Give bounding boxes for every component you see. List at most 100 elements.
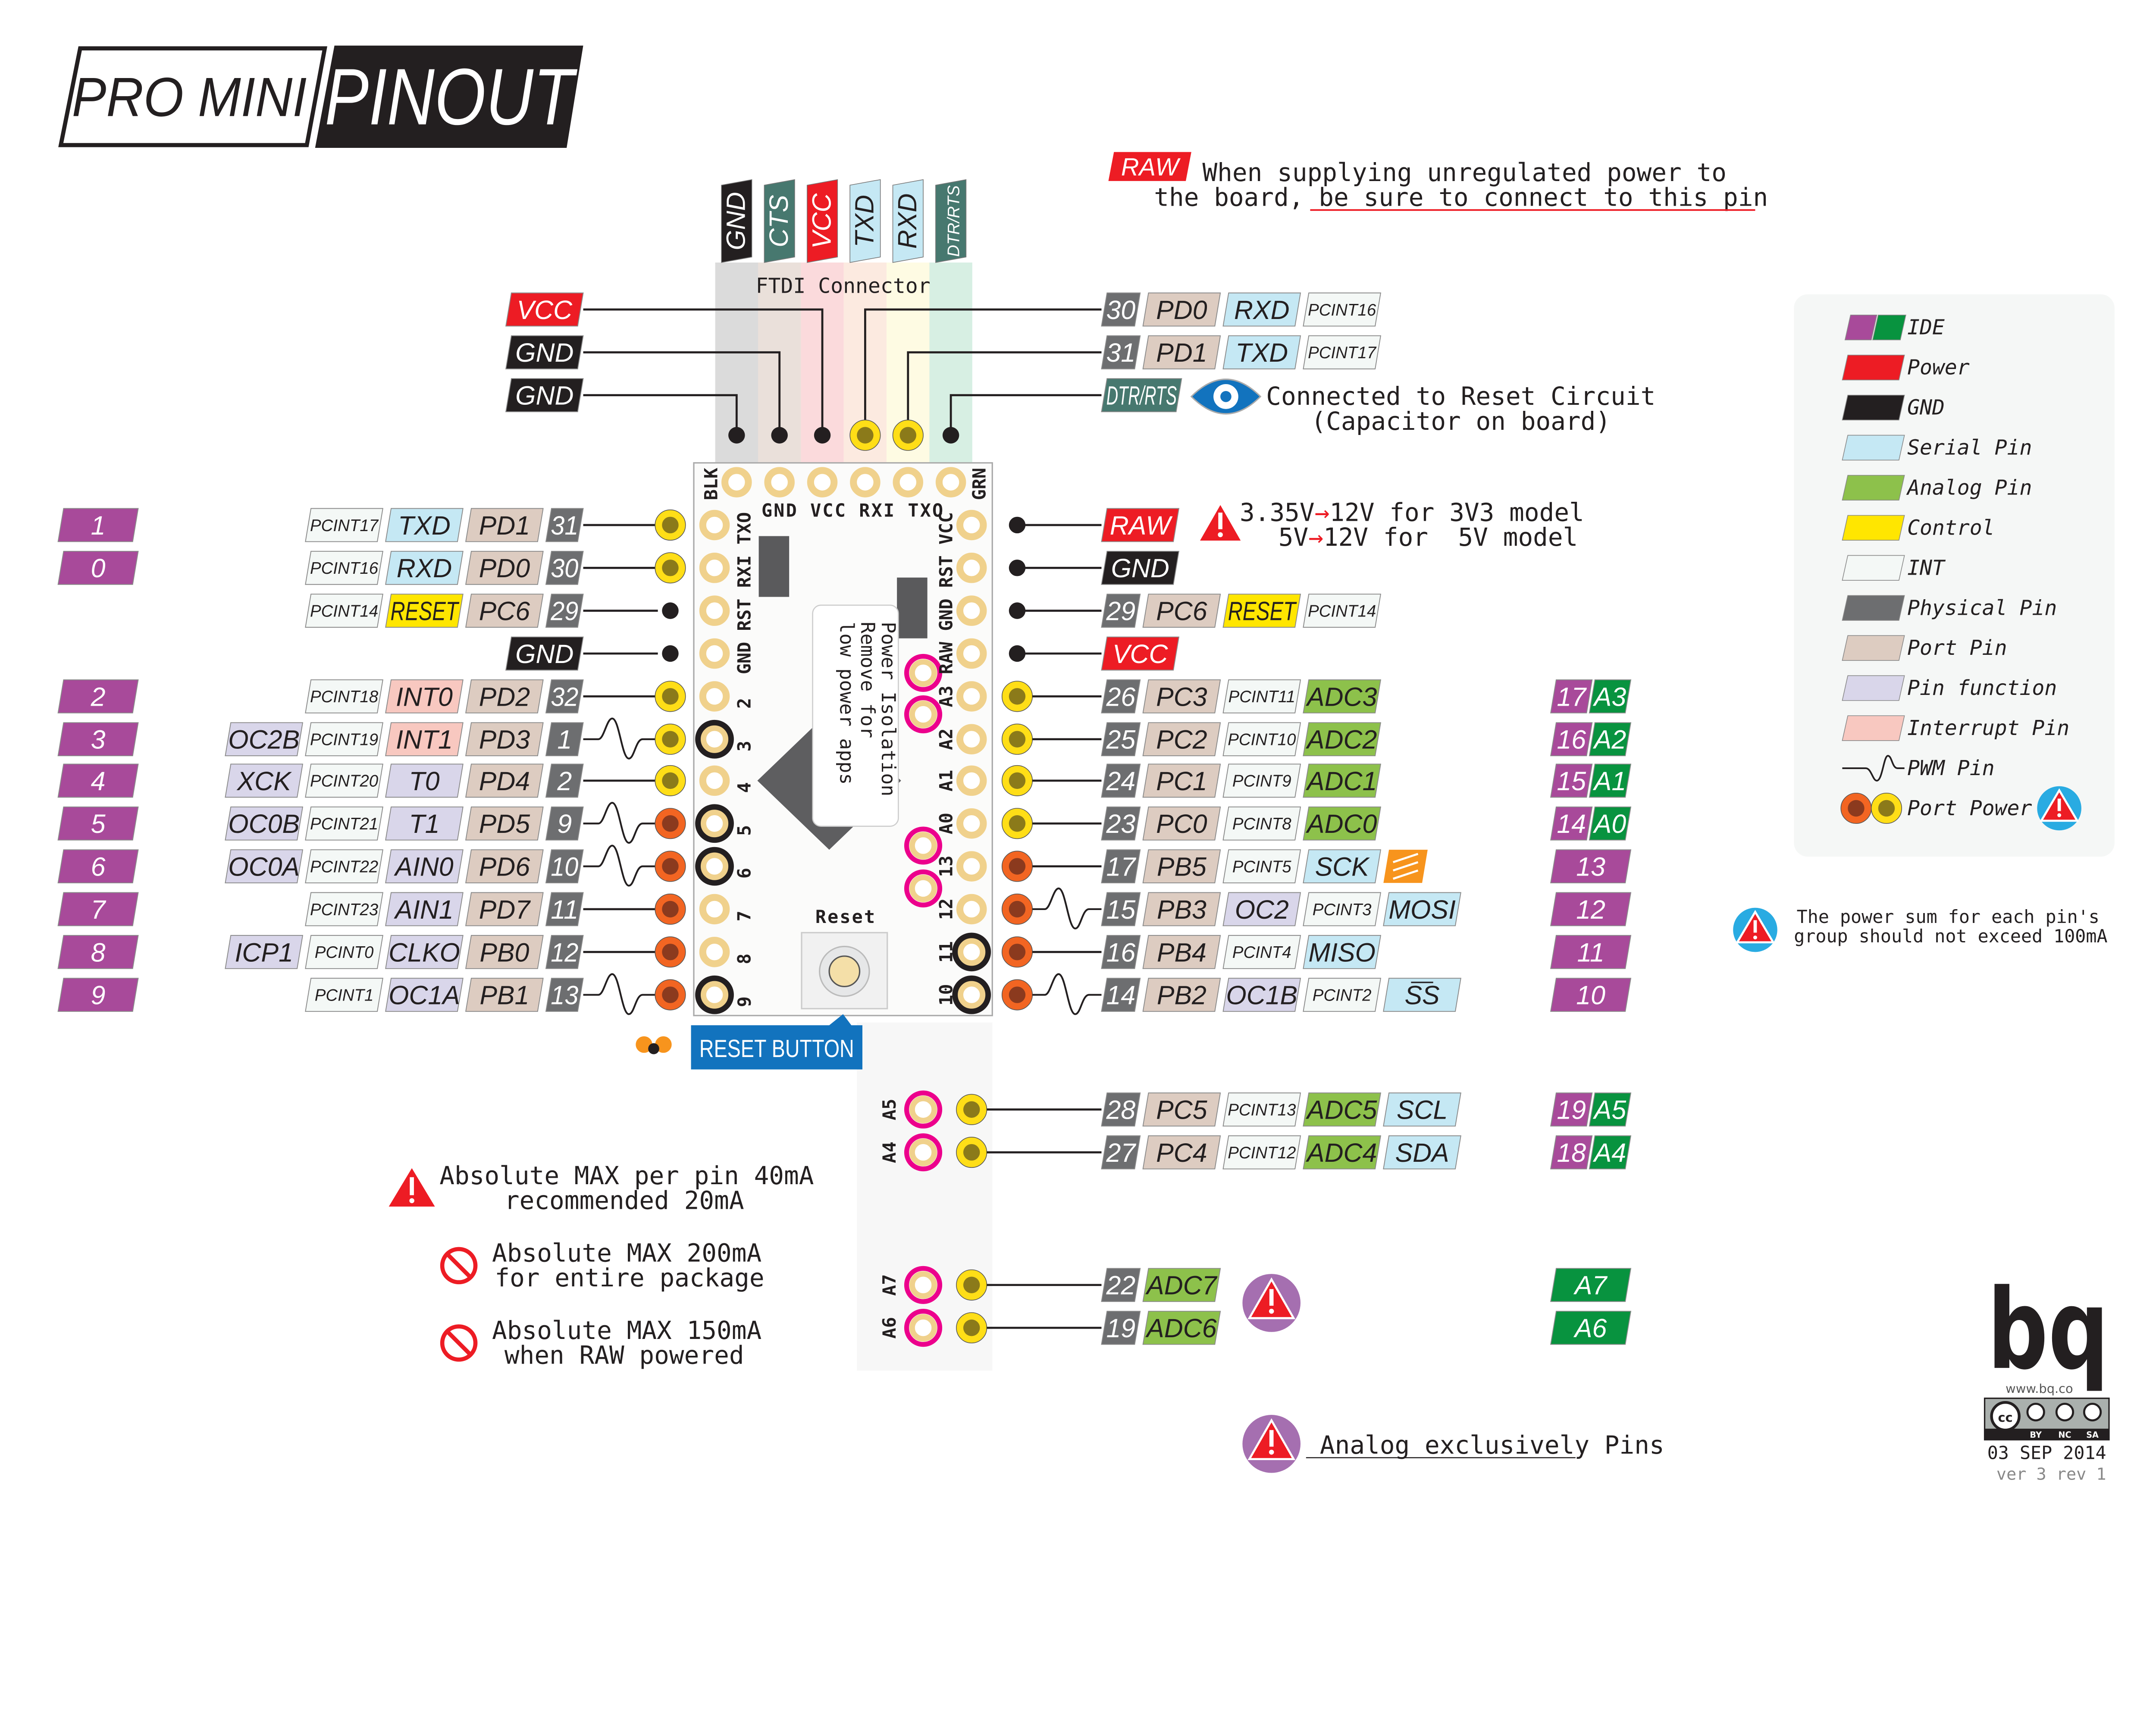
chip-port: PC5 xyxy=(1142,1092,1221,1127)
chip-port-label: PB2 xyxy=(1157,981,1206,1010)
chip-serial-label: RXD xyxy=(1234,295,1290,325)
chip-port: PD6 xyxy=(465,849,544,884)
silk-pin-number: 9 xyxy=(733,996,755,1007)
title-pro-mini-box xyxy=(58,46,327,147)
chip-int-label: PCINT8 xyxy=(1232,815,1291,833)
analog-warning-icon xyxy=(1242,1274,1301,1332)
ide-analog-label: A2 xyxy=(1589,722,1632,757)
chip-serial-label: SCK xyxy=(1315,852,1370,882)
chip-physical-bg xyxy=(545,935,584,969)
legend-item-interrupt: Interrupt Pin xyxy=(1842,715,2069,741)
ide-pin-label: 2 xyxy=(57,679,139,713)
left-pin-row: 30 PD0 RXD PCINT16 0 xyxy=(57,551,686,585)
chip-physical-label: 30 xyxy=(1106,295,1135,325)
chip-physical: 19 xyxy=(1101,1311,1141,1345)
chip-physical: 10 xyxy=(545,849,584,884)
chip-physical: 25 xyxy=(1101,722,1141,757)
chip-serial: TXD xyxy=(1222,335,1301,369)
reset-button[interactable] xyxy=(801,932,888,1010)
ide-analog-label: A6 xyxy=(1550,1311,1632,1345)
pin-wire xyxy=(950,394,1102,435)
ftdi-dtr-chip-bg xyxy=(1101,378,1182,413)
chip-int-bg xyxy=(1222,1135,1301,1170)
chip-int: PCINT16 xyxy=(1303,292,1382,327)
silk-pin-label: 11 xyxy=(935,941,956,963)
pin-dot-gnd-power xyxy=(662,645,679,662)
chip-serial-bg xyxy=(1303,849,1382,884)
chip-port-bg xyxy=(465,763,544,798)
right-pin-row: 19 ADC6 A6 xyxy=(956,1311,1632,1345)
chip-power: VCC xyxy=(1101,636,1180,671)
ide-analog-label-bg xyxy=(1589,763,1632,798)
chip-physical: 1 xyxy=(545,722,584,757)
chip-int-label: PCINT10 xyxy=(1228,731,1296,749)
pwm-pad-ring xyxy=(695,847,734,886)
board-pad xyxy=(956,979,987,1010)
ide-pin-label-label: 2 xyxy=(91,682,106,711)
chip-func: OC1A xyxy=(385,978,464,1012)
chip-int: PCINT4 xyxy=(1222,935,1301,969)
chip-int-label: PCINT16 xyxy=(1308,301,1376,319)
pin-wire xyxy=(583,351,781,435)
ide-pin-number-label: 12 xyxy=(1576,895,1605,924)
ide-pin-number-label: 15 xyxy=(1557,766,1586,796)
silk-pin-number: 2 xyxy=(733,698,755,709)
board-pad xyxy=(699,595,730,626)
chip-int: PCINT12 xyxy=(1222,1135,1301,1170)
chip-int-bg xyxy=(305,722,383,757)
legend-item-analog: Analog Pin xyxy=(1842,475,2032,501)
right-pin-row: VCC xyxy=(1009,636,1180,671)
analog-pad xyxy=(909,659,937,687)
pin-wire xyxy=(583,308,824,435)
silk-pin-number: 3 xyxy=(733,741,755,751)
chip-serial-label: TXD xyxy=(398,511,451,540)
chip-port-label: PD6 xyxy=(479,852,530,882)
pin-wire xyxy=(864,308,1102,435)
right-pin-row: 16 PB4 PCINT4 MISO 11 xyxy=(1001,935,1632,969)
pin-wire xyxy=(583,394,738,435)
group-power-line1: The power sum for each pin's xyxy=(1797,906,2100,927)
analog-pad xyxy=(909,1139,937,1167)
ftdi-dtr-chip-label: DTR/RTS xyxy=(1106,381,1177,410)
chip-port-bg xyxy=(465,594,544,628)
chip-power: RAW xyxy=(1101,508,1180,542)
chip-physical-label: 22 xyxy=(1106,1271,1135,1300)
left-pin-row: 2 PD4 T0 PCINT20 XCK 4 xyxy=(57,763,686,798)
ide-pin-number-label: 13 xyxy=(1576,852,1605,882)
chip-physical: 9 xyxy=(545,806,584,841)
left-pin-row: 11 PD7 AIN1 PCINT23 7 xyxy=(57,892,686,926)
chip-port: PB5 xyxy=(1142,849,1221,884)
chip-serial-bg xyxy=(1303,935,1382,969)
legend-label: Port Pin xyxy=(1907,636,2007,660)
chip-func-label: OC2B xyxy=(228,725,300,754)
chip-physical: 12 xyxy=(545,935,584,969)
ide-pin-number-label: 10 xyxy=(1576,981,1605,1010)
pwm-wave-icon xyxy=(583,845,658,887)
board-pad xyxy=(699,510,730,541)
chip-physical: 11 xyxy=(545,892,584,926)
chip-physical-bg xyxy=(1101,594,1141,628)
chip-int-label: PCINT5 xyxy=(1232,857,1291,876)
chip-port-label: PD4 xyxy=(479,766,530,796)
right-pin-row: 22 ADC7 A7 xyxy=(956,1268,1632,1302)
chip-port-label: PB0 xyxy=(479,938,529,967)
chip-physical: 24 xyxy=(1101,763,1141,798)
reset-button-label: RESET BUTTON xyxy=(691,1014,862,1070)
analog-pad xyxy=(909,1314,937,1342)
port-power-orange-pin xyxy=(655,936,686,968)
chip-int-label: PCINT16 xyxy=(310,559,379,578)
legend-swatch xyxy=(1844,314,1877,341)
pwm-pad-ring xyxy=(695,975,734,1014)
callout-line: Remove for xyxy=(856,622,879,738)
chip-physical-label: 26 xyxy=(1106,682,1135,711)
chip-int-bg xyxy=(305,806,383,841)
date: 03 SEP 2014 xyxy=(1987,1442,2106,1464)
ide-pin-number-bg xyxy=(1550,935,1632,969)
ide-analog-label-bg xyxy=(1589,806,1632,841)
ide-pin-label-bg xyxy=(57,508,139,542)
chip-physical-bg xyxy=(1101,335,1141,369)
right-pin-row: 23 PC0 PCINT8 ADC0 14 A0 xyxy=(1001,806,1632,841)
chip-serial-label: MOSI xyxy=(1388,895,1456,924)
arrow-right-icon: → xyxy=(1308,522,1323,552)
board-pad xyxy=(956,595,987,626)
